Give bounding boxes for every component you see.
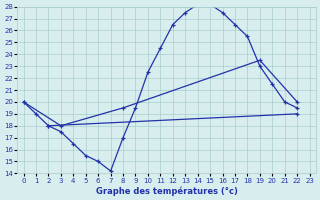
X-axis label: Graphe des températures (°c): Graphe des températures (°c) (96, 186, 237, 196)
